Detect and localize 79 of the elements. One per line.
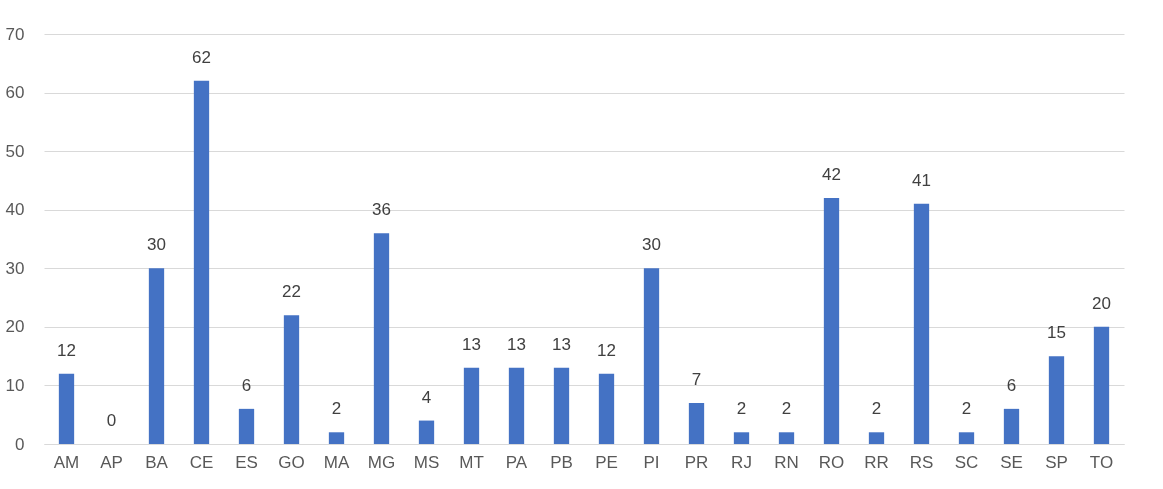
data-label: 15: [1047, 323, 1066, 343]
y-tick-label: 40: [5, 200, 25, 220]
data-label: 41: [912, 170, 931, 190]
x-tick-label: MS: [413, 452, 440, 472]
data-label: 13: [552, 334, 571, 354]
bar: [328, 432, 345, 444]
x-tick-label: PR: [684, 452, 709, 472]
data-label: 36: [372, 200, 391, 220]
x-tick-label: RR: [864, 452, 889, 472]
x-tick-label: BA: [145, 452, 169, 472]
data-label: 12: [57, 340, 76, 360]
y-tick-label: 30: [5, 258, 25, 278]
x-tick-label: RS: [909, 452, 934, 472]
x-tick-label: PI: [643, 452, 660, 472]
bar: [1003, 408, 1020, 444]
bar: [913, 203, 930, 444]
y-tick-label: 60: [5, 83, 25, 103]
x-tick-label: PB: [550, 452, 573, 472]
x-tick-label: PE: [595, 452, 618, 472]
x-tick-label: MA: [323, 452, 350, 472]
bar: [238, 408, 255, 444]
data-label: 2: [871, 399, 882, 419]
data-label: 42: [822, 165, 841, 184]
x-tick-label: SC: [954, 452, 979, 472]
x-tick-label: GO: [278, 452, 305, 472]
y-tick-label: 70: [5, 24, 25, 44]
x-tick-label: TO: [1089, 452, 1114, 472]
x-tick-label: RN: [774, 452, 799, 472]
bar: [688, 403, 705, 444]
bar: [508, 367, 525, 444]
x-tick-label: CE: [189, 452, 214, 472]
data-label: 0: [106, 411, 117, 430]
bar: [193, 80, 210, 444]
data-label: 6: [241, 375, 252, 395]
y-tick-label: 50: [5, 141, 25, 161]
x-tick-label: AP: [100, 452, 123, 472]
bar: [958, 432, 975, 444]
bar: [148, 268, 165, 444]
x-tick-label: AM: [53, 452, 80, 472]
data-label: 4: [421, 387, 432, 407]
data-label: 13: [462, 334, 481, 354]
x-tick-label: SP: [1045, 452, 1068, 472]
data-label: 13: [507, 334, 526, 354]
bar: [283, 315, 300, 444]
y-tick-label: 20: [5, 317, 25, 337]
bar: [868, 432, 885, 444]
data-label: 2: [781, 399, 792, 419]
bar: [418, 420, 435, 444]
bar: [778, 432, 795, 444]
bar: [58, 373, 75, 444]
bar: [1048, 356, 1065, 444]
y-tick-label: 0: [15, 434, 25, 454]
y-tick-label: 10: [5, 375, 25, 395]
data-label: 20: [1092, 293, 1111, 313]
data-label: 22: [282, 282, 301, 302]
bar: [733, 432, 750, 444]
x-tick-label: SE: [1000, 452, 1023, 472]
bar: [553, 367, 570, 444]
data-label: 2: [961, 399, 972, 419]
data-label: 7: [691, 370, 702, 389]
data-label: 2: [736, 399, 747, 419]
x-tick-label: PA: [505, 452, 528, 472]
data-label: 2: [331, 399, 342, 419]
bar: [598, 373, 615, 444]
data-label: 30: [642, 235, 661, 255]
data-label: 30: [147, 235, 166, 255]
x-tick-label: MT: [459, 452, 484, 472]
x-tick-label: RO: [818, 452, 845, 472]
bar: [823, 198, 840, 444]
bar: [373, 233, 390, 444]
data-label: 12: [597, 340, 616, 360]
x-tick-label: RJ: [731, 452, 752, 472]
bar: [1093, 326, 1110, 444]
data-label: 62: [192, 47, 211, 67]
bar: [463, 367, 480, 444]
bar: [643, 268, 660, 444]
x-tick-label: ES: [235, 452, 258, 472]
data-label: 6: [1006, 375, 1017, 395]
x-tick-label: MG: [367, 452, 396, 472]
